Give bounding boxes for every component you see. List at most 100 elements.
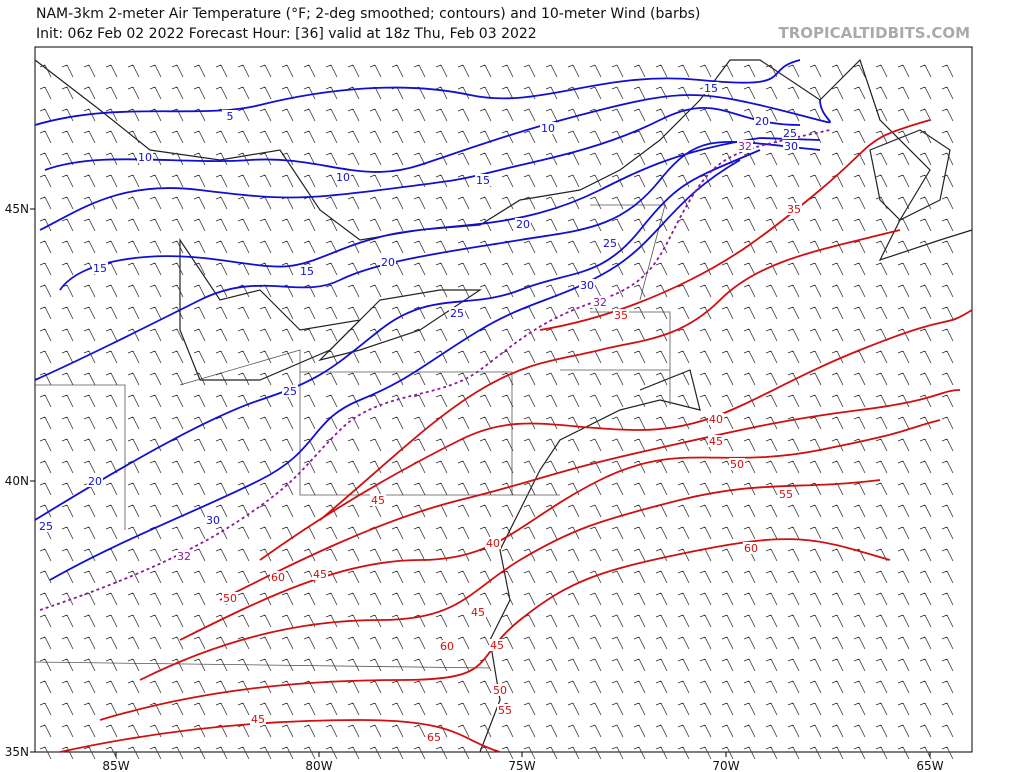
barb-glyphs (39, 64, 954, 760)
contour-label: 15 (704, 82, 718, 95)
contour-label: 40 (486, 537, 500, 550)
contour-label-bg (87, 475, 103, 487)
lon-label: 85W (102, 759, 129, 772)
contour-label: 20 (381, 256, 395, 269)
contour-label-bg (708, 413, 724, 425)
contour-label: 20 (516, 218, 530, 231)
contour-label-bg (222, 592, 238, 604)
title: NAM-3km 2-meter Air Temperature (°F; 2-d… (36, 6, 700, 22)
contour-label-bg (335, 171, 351, 183)
contour-label-bg (475, 174, 491, 186)
contour-label: 45 (313, 568, 327, 581)
contour-label-bg (743, 542, 759, 554)
contour-label: 25 (450, 307, 464, 320)
contour-label: 32 (593, 296, 607, 309)
lat-label: 40N (5, 474, 29, 488)
contour-label-bg (492, 684, 508, 696)
contour-label-bg (370, 494, 386, 506)
contour-label-bg (489, 639, 505, 651)
contour-label: 35 (787, 203, 801, 216)
contour-label-bg (602, 237, 618, 249)
contour-label: 50 (730, 458, 744, 471)
contour-label-bg (299, 265, 315, 277)
lon-label: 75W (508, 759, 535, 772)
contour-label: 45 (709, 435, 723, 448)
contour-label: 45 (490, 639, 504, 652)
contour-label: 55 (498, 704, 512, 717)
contour-label: 45 (371, 494, 385, 507)
contour-label-bg (38, 520, 54, 532)
contour-label-bg (222, 110, 238, 122)
contour-label-bg (205, 514, 221, 526)
contour-label-bg (579, 279, 595, 291)
contour-label-bg (754, 115, 770, 127)
contour-label-bg (137, 151, 153, 163)
contour-label: 10 (336, 171, 350, 184)
contour-label-bg (782, 127, 798, 139)
contour-label: 10 (541, 122, 555, 135)
watermark: TROPICALTIDBITS.COM (779, 24, 971, 42)
contour-label-bg (703, 82, 719, 94)
contour-label: 32 (177, 550, 191, 563)
contour-label-bg (592, 296, 608, 308)
state-borders (34, 204, 671, 669)
contour-label-bg (439, 640, 455, 652)
contour-label: 5 (227, 110, 234, 123)
contour-label-bg (497, 704, 513, 716)
contour-label-bg (282, 385, 298, 397)
contour-label: 30 (206, 514, 220, 527)
subtitle: Init: 06z Feb 02 2022 Forecast Hour: [36… (36, 26, 537, 42)
contour-label: 60 (271, 571, 285, 584)
contour-label-bg (92, 262, 108, 274)
contour-label: 65 (427, 731, 441, 744)
contour-label-bg (540, 122, 556, 134)
contour-label-bg (449, 307, 465, 319)
contour-label: 25 (39, 520, 53, 533)
contour-label-bg (786, 203, 802, 215)
contour-label: 25 (783, 127, 797, 140)
contour-label: 55 (779, 488, 793, 501)
contour-label-bg (312, 568, 328, 580)
contour-label-bg (708, 435, 724, 447)
contour-label-bg (470, 606, 486, 618)
axes: 45N 40N 35N 85W 80W 75W 70W 65W (5, 202, 944, 772)
contour-label-bg (176, 550, 192, 562)
contour-label-bg (515, 218, 531, 230)
contour-label: 60 (440, 640, 454, 653)
wind-barbs (39, 64, 954, 760)
contour-label: 25 (283, 385, 297, 398)
contour-label: 45 (471, 606, 485, 619)
contour-label: 30 (580, 279, 594, 292)
contour-label: 40 (709, 413, 723, 426)
contour-label: 30 (784, 140, 798, 153)
contour-label: 32 (738, 140, 752, 153)
contour-label-bg (380, 256, 396, 268)
contour-label-bg (737, 140, 753, 152)
lat-label: 45N (5, 202, 29, 216)
contour-label-bg (426, 731, 442, 743)
contour-label-bg (783, 140, 799, 152)
contour-label: 45 (251, 713, 265, 726)
contour-label: 50 (223, 592, 237, 605)
lon-label: 80W (305, 759, 332, 772)
contour-label: 20 (88, 475, 102, 488)
contour-label-bg (778, 488, 794, 500)
contour-label-bg (729, 458, 745, 470)
contour-label: 35 (614, 309, 628, 322)
contour-label: 15 (300, 265, 314, 278)
contour-label: 50 (493, 684, 507, 697)
contour-label: 15 (476, 174, 490, 187)
lon-label: 70W (712, 759, 739, 772)
contour-label-bg (250, 713, 266, 725)
contour-label: 20 (755, 115, 769, 128)
lon-label: 65W (916, 759, 943, 772)
contour-label: 60 (744, 542, 758, 555)
contour-label-bg (613, 309, 629, 321)
contour-label: 25 (603, 237, 617, 250)
contour-label-bg (270, 571, 286, 583)
contours (34, 59, 973, 753)
contour-label-bg (485, 537, 501, 549)
